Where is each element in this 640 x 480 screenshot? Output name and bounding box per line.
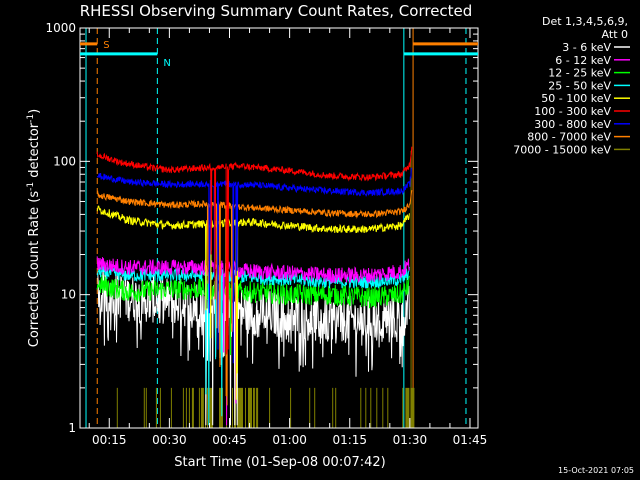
x-tick-label: 01:30 (393, 433, 428, 447)
y-label-mid: detector (27, 122, 42, 182)
attenuator-label: S (103, 40, 109, 51)
series-group (96, 267, 410, 426)
x-tick-label: 00:45 (212, 433, 247, 447)
legend-entry-label: 300 - 800 keV (534, 118, 611, 131)
legend-entry-label: 12 - 25 keV (548, 67, 611, 80)
series-group (96, 146, 413, 355)
y-tick-label: 10 (61, 288, 76, 302)
legend-entry-label: 25 - 50 keV (548, 79, 611, 92)
y-label-end: ) (27, 109, 42, 114)
y-label-main: Corrected Count Rate (s (27, 191, 42, 348)
series-line-3-6kev (96, 267, 410, 426)
legend-entry-label: 7000 - 15000 keV (513, 143, 611, 156)
y-tick-label: 1000 (45, 21, 76, 35)
series-line-50-100kev (96, 205, 410, 400)
y-label-sup1: -1 (26, 182, 36, 191)
legend-entry-label: 6 - 12 keV (555, 54, 611, 67)
axes: 1 10 100 1000 00:15 00:30 00:45 01:00 01:15 01:30… (45, 21, 487, 447)
y-tick-label: 1 (68, 421, 76, 435)
legend-entry-label: 3 - 6 keV (562, 41, 611, 54)
legend-header-detectors: Det 1,3,4,5,6,9, (542, 15, 628, 28)
series-group (96, 190, 413, 406)
chart-title: RHESSI Observing Summary Count Rates, Co… (80, 2, 473, 20)
x-tick-label: 01:45 (453, 433, 488, 447)
series-line-800-7000kev (96, 190, 413, 406)
series-line-7000-15000-kev (116, 387, 415, 428)
series-line-300-800kev (96, 167, 413, 364)
series-group (96, 256, 410, 426)
series-group (96, 275, 410, 356)
y-label-sup2: -1 (26, 114, 36, 123)
series-group (96, 205, 410, 400)
y-tick-label: 100 (53, 154, 76, 168)
night-label: N (163, 58, 170, 69)
series-line-12-25kev (96, 275, 410, 356)
legend-entry-label: 800 - 7000 keV (527, 131, 611, 144)
x-tick-label: 00:30 (152, 433, 187, 447)
legend-header-attenuator: Att 0 (602, 28, 628, 41)
generation-timestamp: 15-Oct-2021 07:05 (558, 466, 634, 475)
plot-area (85, 28, 467, 428)
series-group (96, 167, 413, 364)
x-tick-label: 01:15 (332, 433, 367, 447)
series-line-6-12kev (96, 256, 410, 426)
x-tick-label: 00:15 (92, 433, 127, 447)
plot-frame (79, 27, 479, 429)
legend-entry-label: 50 - 100 keV (541, 92, 611, 105)
x-axis-label: Start Time (01-Sep-08 00:07:42) (174, 455, 385, 470)
series-line-100-300kev (96, 146, 413, 355)
legend-entry-label: 100 - 300 keV (534, 105, 611, 118)
y-axis-label: Corrected Count Rate (s-1 detector-1) (26, 109, 42, 347)
x-tick-label: 01:00 (272, 433, 307, 447)
